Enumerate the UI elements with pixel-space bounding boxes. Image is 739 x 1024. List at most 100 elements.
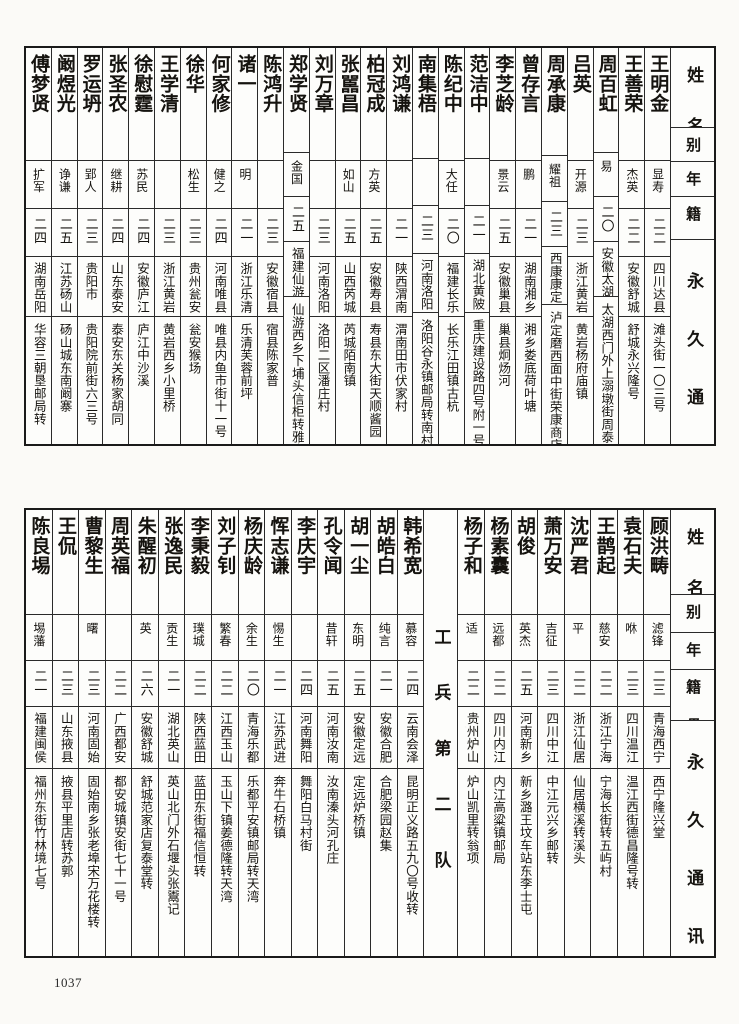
- roster-entry-column: 刘子钊 繁春 二二 江西玉山 玉山下镇姜德隆转天湾: [210, 510, 238, 956]
- roster-entry-column: 张嚚昌 如山 二五 山西芮城 芮城陌南镇: [334, 48, 361, 444]
- cell-age: 二一: [26, 660, 52, 706]
- cell-native: 安徽寿县: [361, 256, 387, 316]
- cell-name: 顾洪畴: [644, 510, 670, 614]
- cell-name: 刘万章: [310, 48, 335, 160]
- roster-entry-column: 杨素囊 远都 二二 四川内江 内江高粱镇邮局: [484, 510, 511, 956]
- cell-native: 安徽巢县: [490, 256, 516, 316]
- value-alias: 如山: [341, 168, 356, 193]
- value-address: 舒城永兴隆号: [625, 323, 641, 400]
- value-address: 都安城镇安街七十一号: [111, 775, 127, 903]
- value-native: 广西都安: [111, 712, 127, 763]
- cell-age: 二一: [516, 208, 541, 256]
- cell-native: 西康康定: [541, 246, 567, 303]
- cell-address: 掖县平里店转苏郭: [52, 768, 79, 956]
- value-name: 恽志谦: [267, 516, 290, 576]
- value-alias: 远都: [490, 622, 505, 647]
- cell-age: 二五: [283, 196, 309, 241]
- cell-age: 二一: [158, 660, 185, 706]
- value-name: 吕英: [569, 54, 592, 94]
- cell-native: 河南唯县: [206, 256, 232, 316]
- value-native: 湖北黄陂: [470, 258, 486, 310]
- cell-alias: 方英: [361, 160, 387, 208]
- value-name: 杨庆龄: [240, 516, 263, 576]
- cell-name: 王明金: [645, 48, 670, 160]
- value-native: 安徽舒城: [625, 262, 641, 313]
- value-age: 二〇: [598, 205, 614, 234]
- cell-address: 贵阳院前街六三号: [77, 316, 103, 444]
- cell-alias: 东明: [344, 614, 371, 660]
- value-age: 二〇: [443, 217, 459, 246]
- row-label-name: 姓 名: [671, 48, 714, 127]
- value-name: 沈严君: [567, 516, 590, 576]
- value-address: 长乐江田镇古杭: [444, 323, 460, 413]
- cell-name: 陈鸿升: [258, 48, 283, 160]
- roster-entry-column: 阚煜光 诤谦 二五 江苏砀山 砀山城东南阚寨: [50, 48, 77, 444]
- value-age: 二一: [237, 217, 253, 246]
- value-alias: 东明: [350, 622, 365, 647]
- cell-address: 乐都平安镇邮局转天湾: [238, 768, 265, 956]
- cell-age: 二一: [464, 205, 490, 252]
- value-name: 韩希宽: [400, 516, 423, 576]
- value-address: 庐江中沙溪: [134, 323, 150, 387]
- value-name: 诸一: [234, 54, 257, 94]
- roster-entry-column: 何家修 健之 二四 河南唯县 唯县内鱼市街十一号: [205, 48, 232, 444]
- value-age: 二五: [288, 205, 304, 234]
- roster-entry-column: 柏冠成 方英 二五 安徽寿县 寿县东大街天顺酱园: [360, 48, 387, 444]
- value-address: 寿县东大街天顺酱园: [367, 323, 383, 438]
- cell-native: 浙江仙居: [564, 706, 591, 768]
- cell-address: 新乡潞王坟车站东李士屯: [511, 768, 538, 956]
- value-native: 安徽庐江: [134, 262, 150, 313]
- roster-entry-column: 张圣农 继耕 二四 山东泰安 泰安东关杨家胡同: [102, 48, 129, 444]
- cell-address: 芮城陌南镇: [335, 316, 361, 444]
- cell-native: 贵州炉山: [458, 706, 484, 768]
- value-alias: 曙: [85, 622, 100, 635]
- value-native: 贵州瓮安: [186, 262, 202, 313]
- cell-alias: 扩军: [26, 160, 51, 208]
- cell-name: 罗运坍: [78, 48, 103, 160]
- value-alias: 昔轩: [324, 622, 339, 647]
- cell-address: 黄岩杨府庙镇: [567, 316, 593, 444]
- value-name: 曹黎生: [81, 516, 104, 576]
- value-name: 曾存言: [518, 54, 541, 114]
- value-age: 二二: [570, 669, 586, 698]
- value-address: 温江西街德昌隆号转: [623, 775, 639, 890]
- cell-native: 浙江宁海: [591, 706, 617, 768]
- value-native: 湖南湘乡: [521, 262, 537, 313]
- value-alias: 扩军: [31, 168, 46, 193]
- cell-name: 李芝龄: [490, 48, 515, 160]
- cell-alias: 埸藩: [26, 614, 52, 660]
- cell-alias: 慕容: [397, 614, 424, 660]
- value-address: 唯县内鱼市街十一号: [212, 323, 228, 438]
- cell-native: 四川内江: [485, 706, 511, 768]
- row-label-age: 年 龄: [670, 161, 714, 196]
- cell-address: 汝南溱头河孔庄: [318, 768, 344, 956]
- value-alias: 英杰: [517, 622, 532, 647]
- value-address: 炉山凯里转翁项: [464, 775, 480, 865]
- cell-address: 昆明正义路五九〇号收转: [397, 768, 424, 956]
- value-alias: 开源: [573, 168, 588, 193]
- value-alias: 继耕: [108, 168, 123, 193]
- value-alias: 方英: [366, 168, 381, 193]
- value-address: 新乡潞王坟车站东李士屯: [517, 775, 533, 916]
- cell-native: 安徽舒城: [619, 256, 645, 316]
- value-name: 周承康: [544, 54, 567, 114]
- value-address: 掖县平里店转苏郭: [58, 775, 74, 877]
- cell-name: 朱醒初: [132, 510, 158, 614]
- cell-name: 阚煜光: [52, 48, 77, 160]
- roster-entry-column: 范洁中 二一 湖北黄陂 重庆建设路四号附一号: [463, 48, 490, 444]
- cell-name: 王鹊起: [591, 510, 617, 614]
- cell-name: 徐慰霆: [129, 48, 154, 160]
- cell-age: 二三: [77, 208, 103, 256]
- value-age: 二五: [516, 669, 532, 698]
- cell-age: 二六: [132, 660, 158, 706]
- value-age: 二三: [84, 669, 100, 698]
- roster-entry-column: 袁石夫咻二三 四川温江 温江西街德昌隆号转: [616, 510, 644, 956]
- cell-name: 刘鸿谦: [387, 48, 412, 160]
- roster-entry-column: 罗运坍 郢人 二三 贵阳市 贵阳院前街六三号: [76, 48, 103, 444]
- cell-age: 二三: [541, 200, 567, 247]
- value-native: 四川温江: [623, 712, 639, 763]
- value-age: 二五: [350, 669, 366, 698]
- cell-native: 河南洛阳: [309, 256, 335, 316]
- value-address: 仙居横溪转溪头: [570, 775, 586, 865]
- value-alias: 金国: [289, 159, 304, 184]
